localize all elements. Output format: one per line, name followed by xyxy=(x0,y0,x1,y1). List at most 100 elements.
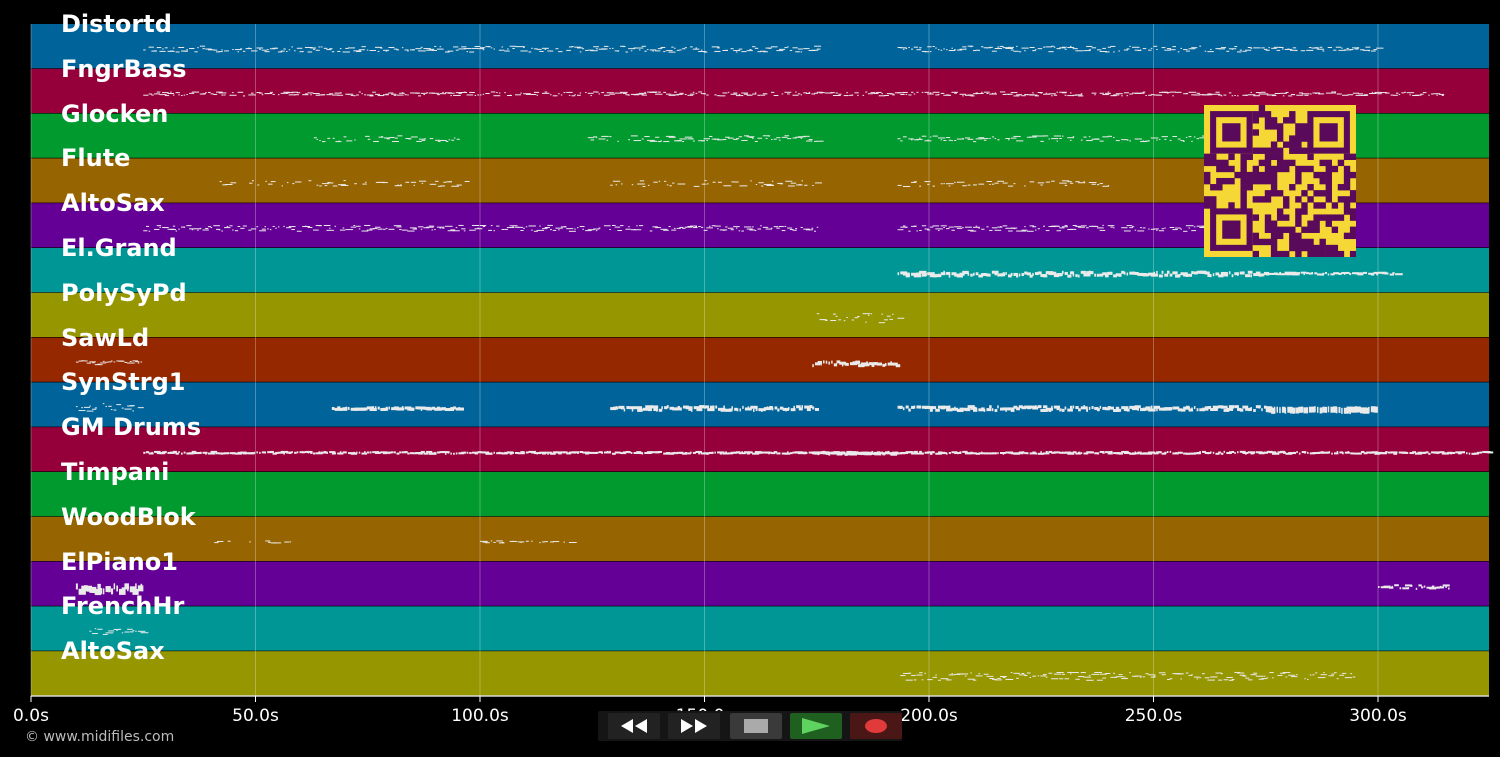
note-mark xyxy=(286,50,288,52)
qr-module xyxy=(1228,153,1235,161)
note-mark xyxy=(1134,405,1141,409)
note-mark xyxy=(482,226,486,228)
note-mark xyxy=(1032,451,1036,454)
note-mark xyxy=(1319,273,1324,276)
note-mark xyxy=(1072,136,1075,138)
note-mark xyxy=(194,91,196,93)
note-mark xyxy=(383,407,388,411)
note-mark xyxy=(649,230,653,232)
note-mark xyxy=(975,452,980,455)
note-mark xyxy=(822,92,825,94)
note-mark xyxy=(1390,94,1394,96)
note-mark xyxy=(509,45,516,47)
track-lane xyxy=(31,24,1489,69)
note-mark xyxy=(288,49,291,51)
note-mark xyxy=(343,180,346,182)
note-mark xyxy=(889,318,893,320)
note-mark xyxy=(490,540,493,542)
note-mark xyxy=(1439,585,1442,588)
rewind-button[interactable] xyxy=(608,713,660,739)
note-mark xyxy=(1180,228,1182,230)
note-mark xyxy=(1069,45,1072,47)
note-mark xyxy=(1177,138,1181,140)
note-mark xyxy=(229,452,235,455)
note-mark xyxy=(741,451,744,454)
note-mark xyxy=(391,141,399,143)
play-button[interactable] xyxy=(790,713,842,739)
note-mark xyxy=(625,51,629,53)
qr-module xyxy=(1289,147,1296,154)
qr-module xyxy=(1295,147,1302,154)
qr-module xyxy=(1295,171,1302,179)
note-mark xyxy=(773,138,777,140)
note-mark xyxy=(1245,94,1248,96)
qr-module xyxy=(1234,171,1241,179)
note-mark xyxy=(620,45,625,47)
note-mark xyxy=(1312,92,1321,94)
qr-module xyxy=(1252,232,1260,240)
note-mark xyxy=(937,137,946,139)
note-mark xyxy=(638,225,644,227)
note-mark xyxy=(1185,273,1189,277)
note-mark xyxy=(480,540,488,542)
qr-module xyxy=(1258,238,1266,246)
note-mark xyxy=(954,406,956,410)
note-mark xyxy=(964,271,969,275)
qr-module xyxy=(1349,208,1356,215)
note-mark xyxy=(310,452,313,455)
note-mark xyxy=(273,542,282,544)
note-mark xyxy=(189,228,195,230)
qr-module xyxy=(1210,184,1217,191)
note-mark xyxy=(1360,49,1365,51)
note-mark xyxy=(1029,225,1035,227)
note-mark xyxy=(921,452,924,455)
note-mark xyxy=(1379,92,1387,94)
note-mark xyxy=(391,451,394,454)
note-mark xyxy=(329,227,331,229)
note-mark xyxy=(804,184,808,186)
note-mark xyxy=(1331,91,1337,93)
note-mark xyxy=(453,406,456,410)
note-mark xyxy=(1102,47,1106,49)
fast-forward-button[interactable] xyxy=(668,713,720,739)
note-mark xyxy=(638,452,643,455)
note-mark xyxy=(380,228,383,230)
note-mark xyxy=(1292,407,1295,414)
note-mark xyxy=(520,50,528,52)
note-mark xyxy=(1121,450,1129,453)
note-mark xyxy=(550,50,554,52)
note-mark xyxy=(1322,272,1325,275)
note-mark xyxy=(1309,93,1312,95)
qr-module xyxy=(1289,184,1296,191)
note-mark xyxy=(1094,406,1099,410)
note-mark xyxy=(560,94,563,96)
note-mark xyxy=(695,450,702,453)
note-mark xyxy=(412,49,415,51)
note-mark xyxy=(927,46,932,48)
note-mark xyxy=(515,451,519,454)
note-mark xyxy=(579,92,582,94)
note-mark xyxy=(784,47,788,49)
note-mark xyxy=(172,47,175,49)
note-mark xyxy=(932,225,940,227)
qr-module xyxy=(1349,226,1356,233)
note-mark xyxy=(415,48,422,50)
note-mark xyxy=(1306,272,1310,275)
note-mark xyxy=(762,135,771,137)
note-mark xyxy=(1080,452,1083,455)
note-mark xyxy=(1223,679,1229,681)
note-mark xyxy=(819,92,823,94)
qr-module xyxy=(1343,184,1351,191)
note-mark xyxy=(1357,47,1359,49)
note-mark xyxy=(1239,271,1245,275)
note-mark xyxy=(1175,452,1178,455)
note-mark xyxy=(655,227,659,229)
record-button[interactable] xyxy=(850,713,902,739)
note-mark xyxy=(727,137,734,139)
note-mark xyxy=(261,451,266,454)
stop-button[interactable] xyxy=(730,713,782,739)
note-mark xyxy=(372,228,378,230)
note-mark xyxy=(1110,676,1118,678)
note-mark xyxy=(423,93,425,95)
note-mark xyxy=(989,183,991,185)
